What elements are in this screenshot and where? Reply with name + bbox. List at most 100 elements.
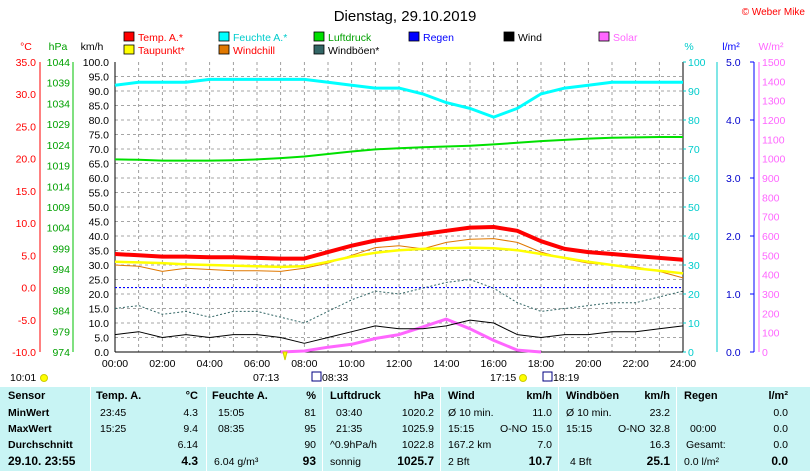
temp-tick-label: 35.0 [16,57,37,69]
wm2-tick-label: 600 [762,231,780,243]
kmh-tick-label: 80.0 [89,115,110,127]
legend-label: Solar [613,32,638,44]
luftdruck-header: Luftdruck [330,390,381,402]
series-line-windchill [114,238,684,279]
x-tick-label: 04:00 [197,358,223,370]
x-tick-label: 14:00 [433,358,459,370]
feuchte-absolute: 6.04 g/m³ [214,456,259,468]
sunset-time: 17:15 [490,372,516,384]
wind-avg-value: 7.0 [537,439,552,451]
wm2-tick-label: 1400 [762,76,786,88]
temp-min-value: 4.3 [183,407,198,419]
legend-label: Taupunkt* [138,45,185,57]
wind-avg10-value: 11.0 [532,407,552,419]
sensor-column: Sensor MinWert MaxWert Durchschnitt 29.1… [0,387,90,471]
wm2-tick-label: 1100 [762,134,785,146]
moon-icon [311,371,322,382]
legend-swatch [503,31,515,42]
hpa-tick-label: 989 [52,285,70,297]
pct-tick-label: 50 [688,202,700,214]
boeen-column: Windböen km/h Ø 10 min. 23.2 15:15 O-NO … [558,387,676,471]
luftdruck-trend: ^0.9hPa/h [330,439,377,451]
hpa-tick-label: 999 [52,243,70,255]
divider [558,387,559,471]
pct-tick-label: 30 [688,260,700,272]
legend-swatch [408,31,420,42]
regen-total-value: 0.0 [773,439,788,451]
boeen-avg-value: 16.3 [649,439,670,451]
temp-unit: °C [185,390,198,402]
feuchte-max-time: 08:35 [218,423,245,435]
pct-tick-label: 40 [688,231,700,243]
wind-max-direction: O-NO [500,423,528,435]
temp-tick-label: 10.0 [16,218,37,230]
x-tick-label: 12:00 [386,358,412,370]
temp-tick-label: 5.0 [21,250,36,262]
pct-tick-label: 60 [688,173,700,185]
feuchte-max-value: 95 [304,423,316,435]
sunrise-time: 07:13 [253,372,279,384]
hpa-tick-label: 1034 [47,98,71,110]
series-line-feuchtea [114,77,683,119]
pct-tick-label: 20 [688,289,700,301]
boeen-max-time: 15:15 [566,423,593,435]
wm2-tick-label: 200 [762,308,780,320]
legend-label: Wind [518,32,542,44]
temp-tick-label: -5.0 [18,315,36,327]
wm2-tick-label: 800 [762,192,780,204]
row-label-current: 29.10. 23:55 [8,454,76,468]
series-line-solar [280,317,542,354]
feuchte-column: Feuchte A. % 15:05 81 08:35 95 90 6.04 g… [206,387,322,471]
moonset-icon [542,371,553,382]
row-label-avg: Durchschnitt [8,439,73,451]
pct-tick-label: 0 [688,347,694,359]
temp-max-time: 15:25 [100,423,127,435]
kmh-tick-label: 25.0 [89,275,110,287]
temp-current-value: 4.3 [181,454,198,468]
regen-max-value: 0.0 [773,423,788,435]
boeen-unit: km/h [644,390,670,402]
weather-chart: Dienstag, 29.10.2019 © Weber Mike Temp. A.… [10,7,806,384]
temp-header: Temp. A. [96,390,142,402]
luftdruck-forecast: sonnig [330,456,361,468]
luftdruck-max-time: 21:35 [336,423,363,435]
legend-swatch [123,44,135,55]
temp-tick-label: 25.0 [16,121,37,133]
kmh-tick-label: 5.0 [94,333,109,345]
legend-label: Windchill [233,45,275,57]
lm2-tick-label: 5.0 [726,57,741,69]
series-line-luftdruck [114,136,683,162]
divider [322,387,323,471]
luftdruck-avg-value: 1022.8 [401,439,434,451]
wind-bft: 2 Bft [448,456,470,468]
x-tick-label: 10:00 [339,358,365,370]
kmh-tick-label: 100.0 [83,57,109,69]
divider [440,387,441,471]
wm2-tick-label: 400 [762,270,780,282]
luftdruck-unit: hPa [413,390,434,402]
regen-min-value: 0.0 [773,407,788,419]
sun-icon [40,374,48,382]
regen-rate: 0.0 l/m² [684,456,720,468]
moonset-time: 18:19 [553,372,579,384]
legend-swatch [123,31,135,42]
legend-swatch [218,44,230,55]
temp-tick-label: 30.0 [16,89,37,101]
kmh-tick-label: 30.0 [89,260,110,272]
boeen-max-direction: O-NO [618,423,646,435]
wm2-axis-unit: W/m² [758,41,784,53]
divider [206,387,207,471]
kmh-tick-label: 10.0 [89,318,110,330]
boeen-header: Windböen [566,390,620,402]
temp-tick-label: 15.0 [16,186,37,198]
legend-label: Luftdruck [328,32,372,44]
copyright-label: © Weber Mike [742,7,806,18]
regen-header: Regen [684,390,718,402]
pct-tick-label: 80 [688,115,700,127]
hpa-tick-label: 984 [52,306,70,318]
kmh-axis-unit: km/h [81,41,104,53]
hpa-tick-label: 974 [52,347,70,359]
row-label-min: MinWert [8,407,50,419]
pct-tick-label: 100 [688,57,706,69]
chart-title: Dienstag, 29.10.2019 [334,8,477,25]
